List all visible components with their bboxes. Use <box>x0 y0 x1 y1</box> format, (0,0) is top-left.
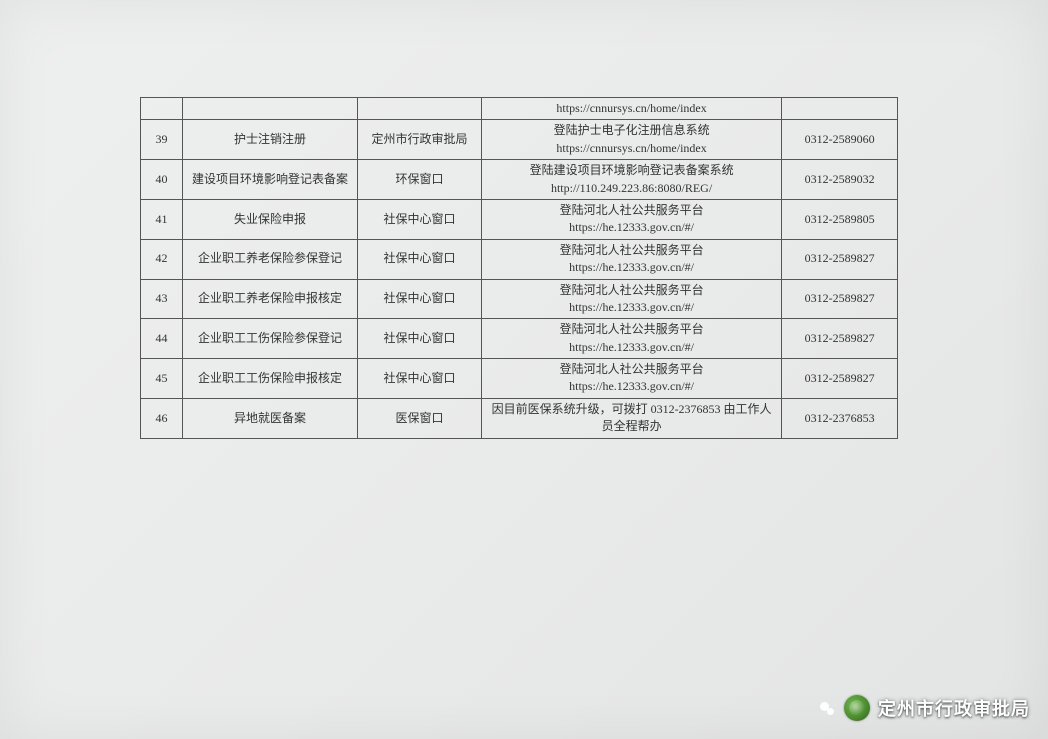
scanned-page: https://cnnursys.cn/home/index39护士注销注册定州… <box>0 0 1048 739</box>
item-name: 企业职工工伤保险申报核定 <box>182 359 357 399</box>
item-name: 企业职工工伤保险参保登记 <box>182 319 357 359</box>
instruction: 登陆护士电子化注册信息系统https://cnnursys.cn/home/in… <box>481 120 781 160</box>
wechat-icon <box>820 701 834 715</box>
row-index: 40 <box>141 160 183 200</box>
publisher-name: 定州市行政审批局 <box>878 695 1030 721</box>
row-index: 42 <box>141 239 183 279</box>
row-index: 44 <box>141 319 183 359</box>
publisher-logo-icon <box>844 695 870 721</box>
phone-number: 0312-2589827 <box>782 239 898 279</box>
phone-number: 0312-2589827 <box>782 279 898 319</box>
table-row: 41失业保险申报社保中心窗口登陆河北人社公共服务平台https://he.123… <box>141 199 898 239</box>
department: 环保窗口 <box>358 160 482 200</box>
row-index: 45 <box>141 359 183 399</box>
department: 定州市行政审批局 <box>358 120 482 160</box>
table-row: 40建设项目环境影响登记表备案环保窗口登陆建设项目环境影响登记表备案系统http… <box>141 160 898 200</box>
department <box>358 98 482 120</box>
table-row: 42企业职工养老保险参保登记社保中心窗口登陆河北人社公共服务平台https://… <box>141 239 898 279</box>
services-table: https://cnnursys.cn/home/index39护士注销注册定州… <box>140 97 898 439</box>
department: 社保中心窗口 <box>358 239 482 279</box>
phone-number: 0312-2589827 <box>782 359 898 399</box>
item-name <box>182 98 357 120</box>
instruction: 登陆河北人社公共服务平台https://he.12333.gov.cn/#/ <box>481 319 781 359</box>
department: 医保窗口 <box>358 398 482 438</box>
phone-number: 0312-2589060 <box>782 120 898 160</box>
item-name: 护士注销注册 <box>182 120 357 160</box>
table-row: 43企业职工养老保险申报核定社保中心窗口登陆河北人社公共服务平台https://… <box>141 279 898 319</box>
instruction: 登陆河北人社公共服务平台https://he.12333.gov.cn/#/ <box>481 239 781 279</box>
row-index: 43 <box>141 279 183 319</box>
item-name: 异地就医备案 <box>182 398 357 438</box>
table-body: https://cnnursys.cn/home/index39护士注销注册定州… <box>141 98 898 439</box>
instruction: 登陆河北人社公共服务平台https://he.12333.gov.cn/#/ <box>481 199 781 239</box>
row-index: 39 <box>141 120 183 160</box>
publisher-watermark: 定州市行政审批局 <box>820 695 1030 721</box>
row-index: 46 <box>141 398 183 438</box>
table-row: 45企业职工工伤保险申报核定社保中心窗口登陆河北人社公共服务平台https://… <box>141 359 898 399</box>
instruction: 登陆河北人社公共服务平台https://he.12333.gov.cn/#/ <box>481 279 781 319</box>
phone-number <box>782 98 898 120</box>
phone-number: 0312-2589827 <box>782 319 898 359</box>
phone-number: 0312-2589032 <box>782 160 898 200</box>
item-name: 企业职工养老保险申报核定 <box>182 279 357 319</box>
row-index <box>141 98 183 120</box>
department: 社保中心窗口 <box>358 359 482 399</box>
instruction: https://cnnursys.cn/home/index <box>481 98 781 120</box>
department: 社保中心窗口 <box>358 199 482 239</box>
table-row: 39护士注销注册定州市行政审批局登陆护士电子化注册信息系统https://cnn… <box>141 120 898 160</box>
item-name: 建设项目环境影响登记表备案 <box>182 160 357 200</box>
instruction: 因目前医保系统升级，可拨打 0312-2376853 由工作人员全程帮办 <box>481 398 781 438</box>
table-row: https://cnnursys.cn/home/index <box>141 98 898 120</box>
phone-number: 0312-2589805 <box>782 199 898 239</box>
table-row: 46异地就医备案医保窗口因目前医保系统升级，可拨打 0312-2376853 由… <box>141 398 898 438</box>
instruction: 登陆建设项目环境影响登记表备案系统http://110.249.223.86:8… <box>481 160 781 200</box>
item-name: 失业保险申报 <box>182 199 357 239</box>
department: 社保中心窗口 <box>358 319 482 359</box>
row-index: 41 <box>141 199 183 239</box>
instruction: 登陆河北人社公共服务平台https://he.12333.gov.cn/#/ <box>481 359 781 399</box>
table-row: 44企业职工工伤保险参保登记社保中心窗口登陆河北人社公共服务平台https://… <box>141 319 898 359</box>
phone-number: 0312-2376853 <box>782 398 898 438</box>
item-name: 企业职工养老保险参保登记 <box>182 239 357 279</box>
department: 社保中心窗口 <box>358 279 482 319</box>
